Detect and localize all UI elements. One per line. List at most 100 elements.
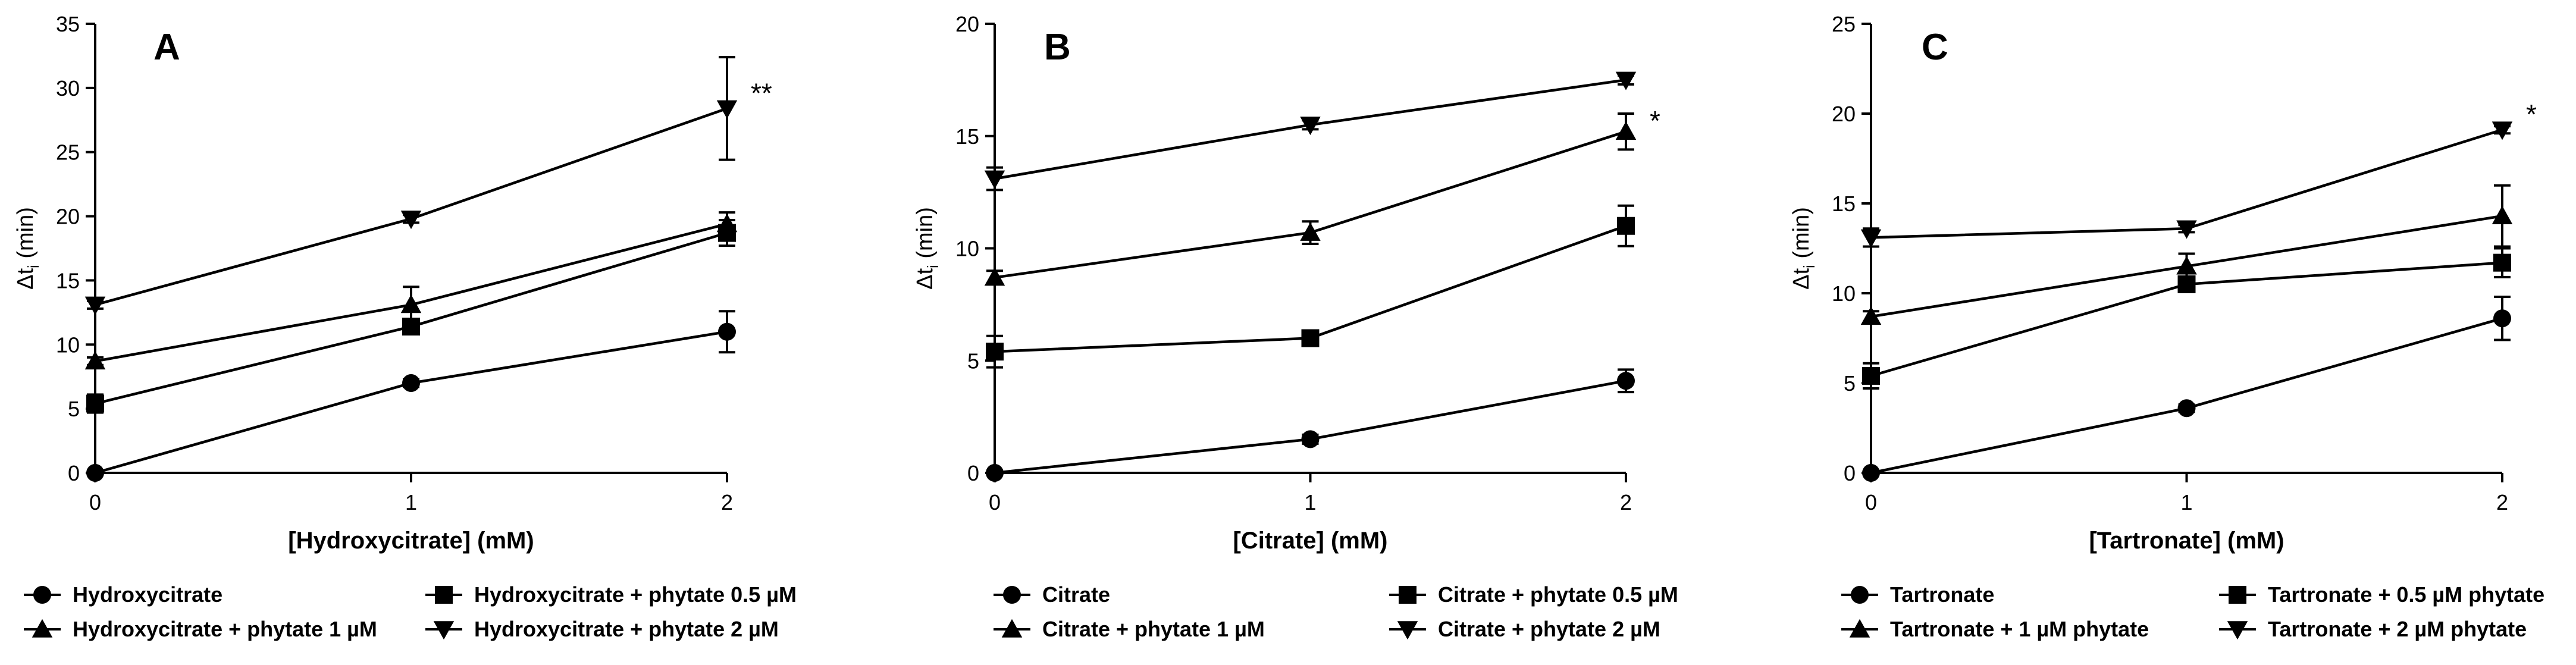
legend-label: Hydroxycitrate — [73, 582, 222, 607]
data-point-triangle-up — [984, 267, 1005, 286]
data-point-square — [2493, 253, 2511, 272]
legend-item: Tartronate + 0.5 µM phytate — [2219, 582, 2544, 607]
y-tick-label: 20 — [56, 205, 80, 229]
series-4 — [984, 71, 1637, 192]
data-point-triangle-up — [2492, 205, 2513, 224]
legend-item: Tartronate + 1 µM phytate — [1841, 617, 2149, 641]
data-point-circle — [1862, 464, 1880, 482]
legend-label: Tartronate + 2 µM phytate — [2268, 617, 2527, 641]
panel-C: 0 5 10 15 20 25 0 1 2 [Tartronate] (mM) Δti (min) C… — [1789, 12, 2544, 641]
y-tick-label: 15 — [955, 124, 979, 149]
legend-marker-triangle-up — [32, 619, 53, 638]
y-axis-label-main: Δt — [1789, 268, 1814, 290]
y-axis-label-unit: (min) — [13, 207, 38, 265]
legend-marker-circle — [1851, 586, 1869, 604]
data-point-triangle-up — [1300, 222, 1321, 241]
series-4 — [84, 56, 738, 315]
legend: Citrate Citrate + phytate 0.5 µM Citrate +… — [994, 582, 1678, 641]
data-point-square — [1617, 217, 1635, 235]
data-point-triangle-down — [1860, 229, 1882, 248]
data-point-triangle-down — [2492, 121, 2513, 140]
y-tick-label: 0 — [1844, 461, 1856, 485]
y-axis-label-subscript: i — [1800, 265, 1818, 268]
data-point-circle — [2493, 309, 2511, 328]
y-axis-label-main: Δt — [913, 268, 938, 290]
data-point-triangle-down — [984, 170, 1005, 189]
legend-marker-triangle-up — [1849, 619, 1870, 638]
series-2 — [1862, 247, 2511, 390]
legend-label: Citrate + phytate 0.5 µM — [1438, 582, 1678, 607]
series-3 — [1860, 184, 2513, 325]
legend-marker-triangle-down — [433, 621, 455, 640]
panel-letter: A — [153, 27, 180, 68]
series-3 — [84, 211, 738, 370]
data-point-triangle-up — [400, 294, 422, 313]
y-axis-label-unit: (min) — [1789, 207, 1814, 265]
legend-marker-square — [1399, 586, 1417, 604]
legend-item: Citrate + phytate 1 µM — [994, 617, 1265, 641]
x-axis-label: [Hydroxycitrate] (mM) — [288, 528, 534, 554]
data-point-triangle-down — [84, 296, 106, 315]
significance-label: * — [2526, 99, 2537, 130]
y-tick-label: 0 — [967, 461, 979, 485]
x-tick-label: 2 — [2496, 490, 2508, 515]
legend-label: Tartronate + 1 µM phytate — [1890, 617, 2149, 641]
data-point-circle — [2177, 399, 2196, 418]
legend-marker-triangle-up — [1001, 619, 1023, 638]
legend-marker-square — [2229, 586, 2246, 604]
legend-marker-triangle-down — [2227, 621, 2248, 640]
x-tick-label: 0 — [1865, 490, 1877, 515]
data-point-square — [1862, 366, 1880, 385]
data-point-square — [86, 394, 104, 413]
y-tick-label: 15 — [56, 268, 80, 293]
panel-B: 0 5 10 15 20 0 1 2 [Citrate] (mM) Δti (min) B * Citr… — [913, 12, 1678, 641]
legend-label: Citrate + phytate 1 µM — [1042, 617, 1265, 641]
panel-letter: C — [1922, 27, 1948, 68]
legend-marker-circle — [1003, 586, 1021, 604]
legend-label: Tartronate + 0.5 µM phytate — [2268, 582, 2544, 607]
data-point-triangle-down — [400, 211, 422, 230]
x-axis-label: [Citrate] (mM) — [1233, 528, 1388, 554]
y-axis-label: Δti (min) — [1789, 207, 1818, 290]
y-tick-label: 10 — [955, 237, 979, 261]
data-point-circle — [86, 464, 104, 482]
series-3 — [984, 112, 1637, 286]
y-tick-label: 5 — [68, 397, 80, 421]
data-point-triangle-down — [1300, 117, 1321, 136]
data-point-triangle-up — [716, 214, 738, 233]
legend-item: Citrate — [994, 582, 1110, 607]
y-tick-label: 10 — [56, 332, 80, 357]
y-axis-label-unit: (min) — [913, 207, 938, 265]
legend-item: Citrate + phytate 0.5 µM — [1389, 582, 1678, 607]
x-tick-label: 2 — [1620, 490, 1632, 515]
y-axis-label-subscript: i — [924, 265, 942, 268]
legend-item: Hydroxycitrate + phytate 2 µM — [425, 617, 779, 641]
y-axis-label: Δti (min) — [13, 207, 42, 290]
series-4 — [1860, 121, 2513, 248]
series-1 — [986, 368, 1635, 482]
x-tick-label: 1 — [1304, 490, 1316, 515]
x-tick-label: 1 — [405, 490, 417, 515]
legend-label: Citrate + phytate 2 µM — [1438, 617, 1660, 641]
legend-item: Tartronate + 2 µM phytate — [2219, 617, 2527, 641]
legend-item: Hydroxycitrate + phytate 0.5 µM — [425, 582, 797, 607]
series-1 — [1862, 296, 2511, 482]
legend-label: Tartronate — [1890, 582, 1994, 607]
y-tick-label: 15 — [1832, 192, 1856, 216]
data-point-triangle-down — [716, 100, 738, 119]
data-point-triangle-down — [1615, 71, 1637, 90]
y-tick-label: 35 — [56, 12, 80, 36]
legend-marker-triangle-down — [1397, 621, 1418, 640]
x-tick-label: 0 — [89, 490, 101, 515]
panel-letter: B — [1044, 27, 1071, 68]
data-point-circle — [1301, 430, 1320, 448]
data-point-circle — [1617, 372, 1635, 390]
y-tick-label: 25 — [1832, 12, 1856, 36]
legend-label: Hydroxycitrate + phytate 1 µM — [73, 617, 377, 641]
series-1 — [86, 310, 736, 482]
data-point-square — [1301, 329, 1320, 347]
series-2 — [986, 204, 1635, 369]
